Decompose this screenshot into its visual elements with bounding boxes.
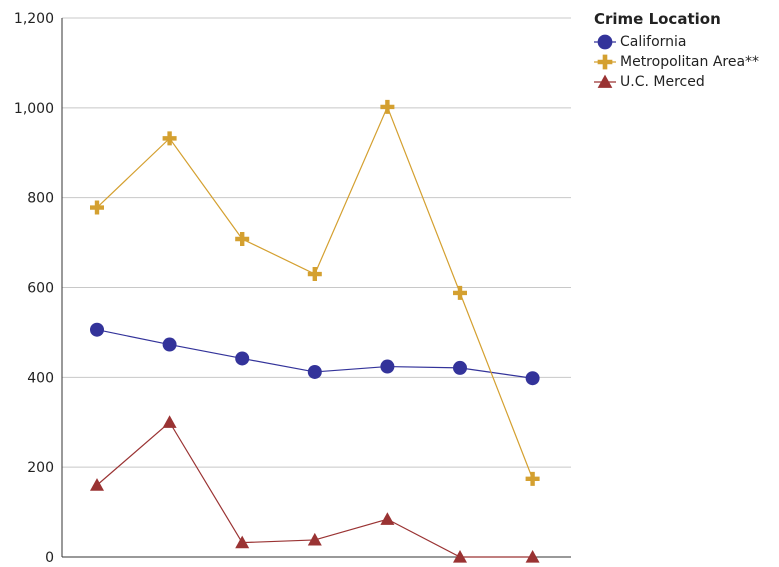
grid [62, 17, 571, 468]
data-point-california [525, 371, 540, 386]
data-point-u-c-merced [90, 478, 104, 491]
y-tick-label: 200 [27, 460, 54, 476]
legend-marker-shape [597, 74, 613, 88]
data-point-california [235, 351, 250, 366]
data-point-metropolitan-area [453, 285, 467, 300]
data-point-metropolitan-area [380, 99, 395, 114]
legend-item-metropolitan-area: Metropolitan Area** [594, 52, 759, 72]
data-point-u-c-merced [453, 550, 467, 563]
series-california [90, 322, 540, 386]
data-point-u-c-merced [525, 550, 540, 563]
data-point-metropolitan-area [235, 231, 250, 246]
legend-marker-shape [597, 34, 613, 50]
y-tick-label: 600 [27, 281, 54, 297]
legend-marker-shape [597, 54, 613, 70]
data-point-metropolitan-area [90, 200, 104, 215]
data-point-california [90, 322, 104, 337]
data-point-u-c-merced [235, 535, 250, 549]
legend-marker-triangle-icon [594, 74, 616, 88]
y-tick-label: 0 [45, 550, 54, 566]
legend-item-u-c-merced: U.C. Merced [594, 72, 759, 92]
legend-marker-circle-icon [594, 34, 616, 50]
series-metropolitan-area [90, 99, 540, 486]
y-tick-label: 800 [27, 191, 54, 207]
data-point-california [307, 364, 322, 379]
legend-label: U.C. Merced [620, 74, 705, 90]
legend: Crime Location California Metropolitan Ar… [594, 10, 759, 92]
data-point-metropolitan-area [162, 131, 177, 146]
y-tick-label: 400 [27, 370, 54, 386]
data-point-u-c-merced [380, 512, 395, 525]
series-line-metropolitan-area [96, 105, 534, 480]
legend-label: California [620, 34, 687, 50]
data-point-u-c-merced [162, 415, 177, 428]
y-tick-labels: 0 200 400 600 800 1,000 1,200 [14, 11, 54, 566]
data-point-u-c-merced [307, 532, 322, 546]
legend-title: Crime Location [594, 10, 721, 28]
series [90, 99, 540, 563]
series-u-c-merced [90, 415, 540, 563]
data-point-metropolitan-area [307, 267, 322, 282]
legend-label: Metropolitan Area** [620, 54, 760, 70]
y-tick-label: 1,200 [14, 11, 54, 27]
y-tick-label: 1,000 [14, 101, 54, 117]
data-point-california [380, 359, 395, 374]
data-point-metropolitan-area [525, 471, 540, 486]
data-point-california [453, 360, 467, 375]
legend-item-california: California [594, 32, 759, 52]
data-point-california [162, 337, 177, 352]
legend-marker-plus-icon [594, 54, 616, 70]
legend-items: California Metropolitan Area** U.C. Merced [594, 32, 759, 92]
